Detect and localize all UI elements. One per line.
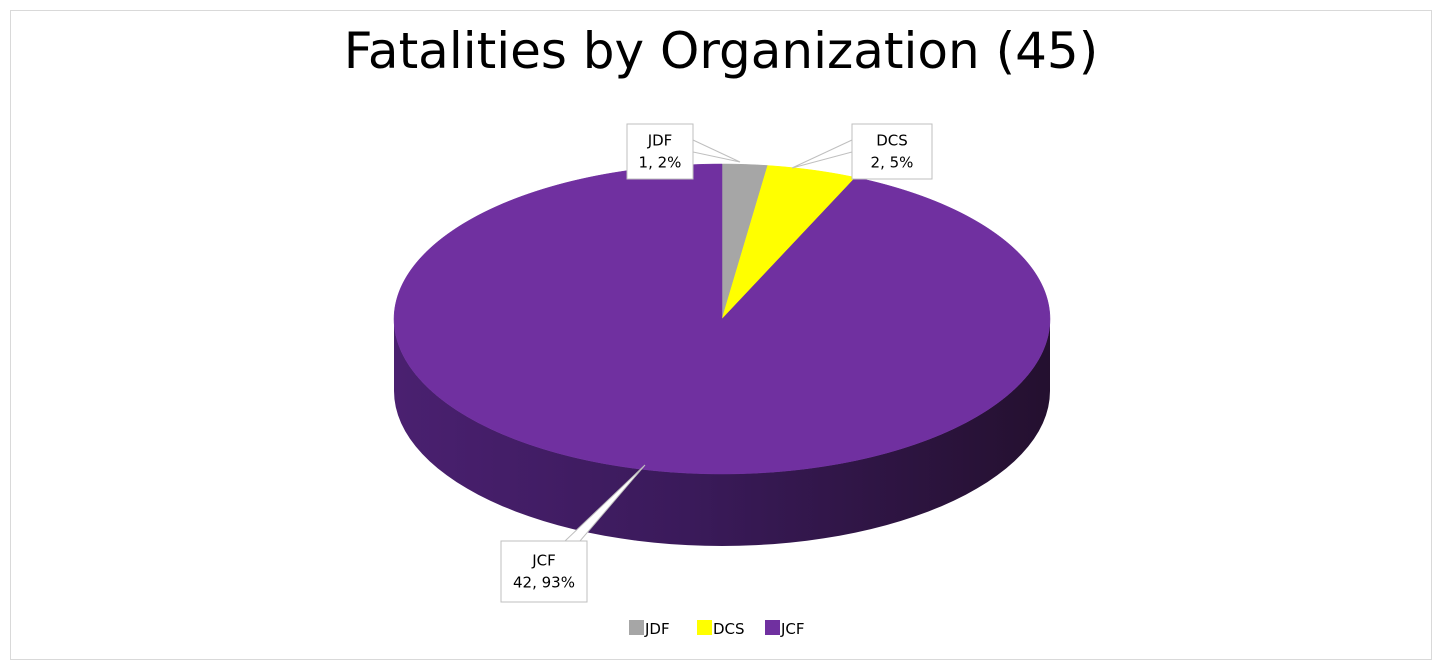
data-label-jdf: JDF 1, 2% (626, 123, 741, 180)
legend-swatch (765, 620, 780, 635)
chart-title: Fatalities by Organization (45) (343, 22, 1099, 80)
legend-swatch (697, 620, 712, 635)
data-label-dcs: DCS 2, 5% (791, 123, 933, 180)
data-label-value: 1, 2% (639, 154, 682, 172)
data-label-name: DCS (876, 132, 908, 150)
legend-label: JCF (780, 620, 805, 638)
legend-label: JDF (644, 620, 670, 638)
pie-slice-dcs (721, 165, 856, 320)
data-label-name: JCF (531, 552, 556, 570)
pie-side-jcf (394, 319, 1050, 546)
pie-slice-jcf (393, 163, 1051, 475)
legend-item-jcf: JCF (765, 620, 805, 638)
data-label-value: 2, 5% (871, 154, 914, 172)
data-label-jcf: JCF 42, 93% (500, 464, 646, 603)
legend-item-dcs: DCS (697, 620, 745, 638)
legend: JDF DCS JCF (629, 620, 805, 638)
data-label-name: JDF (647, 132, 673, 150)
data-label-value: 42, 93% (513, 574, 575, 592)
legend-swatch (629, 620, 644, 635)
legend-item-jdf: JDF (629, 620, 670, 638)
legend-label: DCS (713, 620, 745, 638)
